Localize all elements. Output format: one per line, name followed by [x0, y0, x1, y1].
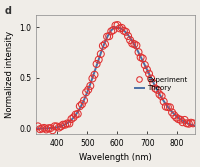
Point [72, 116, 75, 119]
Point [150, 77, 153, 80]
Point [114, 24, 117, 27]
Y-axis label: Normalized intensity: Normalized intensity [5, 31, 14, 118]
Point [126, 35, 130, 37]
Point [45, 128, 48, 131]
Point [129, 39, 132, 41]
Point [89, 85, 92, 87]
Point [68, 122, 71, 125]
Point [181, 121, 184, 124]
Point [43, 127, 46, 129]
Point [137, 51, 140, 53]
Point [38, 128, 42, 131]
Point [118, 27, 121, 30]
Point [99, 53, 102, 55]
Point [187, 122, 190, 125]
Point [173, 114, 176, 117]
Point [152, 82, 155, 84]
Point [160, 95, 163, 98]
Point [156, 89, 159, 91]
Point [40, 127, 44, 130]
Point [91, 77, 94, 80]
Point [183, 119, 186, 121]
Point [66, 122, 69, 125]
Point [175, 116, 178, 119]
Point [78, 105, 81, 108]
Point [124, 31, 128, 33]
Point [189, 121, 193, 124]
Legend: Experiment, Theory: Experiment, Theory [132, 74, 190, 94]
Point [143, 64, 146, 66]
Point [122, 29, 125, 32]
Point [97, 58, 100, 61]
Point [154, 87, 157, 90]
Point [57, 126, 60, 129]
Point [85, 91, 88, 94]
X-axis label: Wavelength (nm): Wavelength (nm) [79, 153, 152, 162]
Point [70, 118, 73, 120]
Point [95, 63, 98, 65]
Point [80, 103, 84, 106]
Point [101, 44, 104, 47]
Point [112, 29, 115, 31]
Point [105, 35, 109, 38]
Point [141, 57, 144, 60]
Point [82, 99, 86, 102]
Point [53, 125, 56, 128]
Point [74, 113, 77, 116]
Point [185, 122, 188, 125]
Point [164, 105, 167, 108]
Point [147, 72, 151, 75]
Point [179, 118, 182, 121]
Point [47, 127, 50, 130]
Point [93, 73, 96, 76]
Point [145, 68, 149, 71]
Point [61, 123, 65, 126]
Point [135, 44, 138, 47]
Point [59, 125, 63, 128]
Point [120, 27, 123, 29]
Point [191, 122, 195, 125]
Point [103, 43, 107, 45]
Text: d: d [5, 6, 12, 16]
Point [162, 100, 165, 103]
Point [49, 127, 52, 129]
Point [166, 106, 169, 108]
Point [177, 118, 180, 120]
Point [76, 113, 79, 115]
Point [64, 123, 67, 126]
Point [116, 24, 119, 26]
Point [139, 56, 142, 59]
Point [158, 93, 161, 96]
Point [108, 35, 111, 37]
Point [131, 42, 134, 45]
Point [133, 43, 136, 45]
Point [36, 125, 40, 128]
Point [170, 111, 174, 114]
Point [51, 129, 54, 132]
Point [87, 88, 90, 91]
Point [168, 106, 172, 109]
Point [55, 125, 58, 128]
Point [110, 30, 113, 33]
